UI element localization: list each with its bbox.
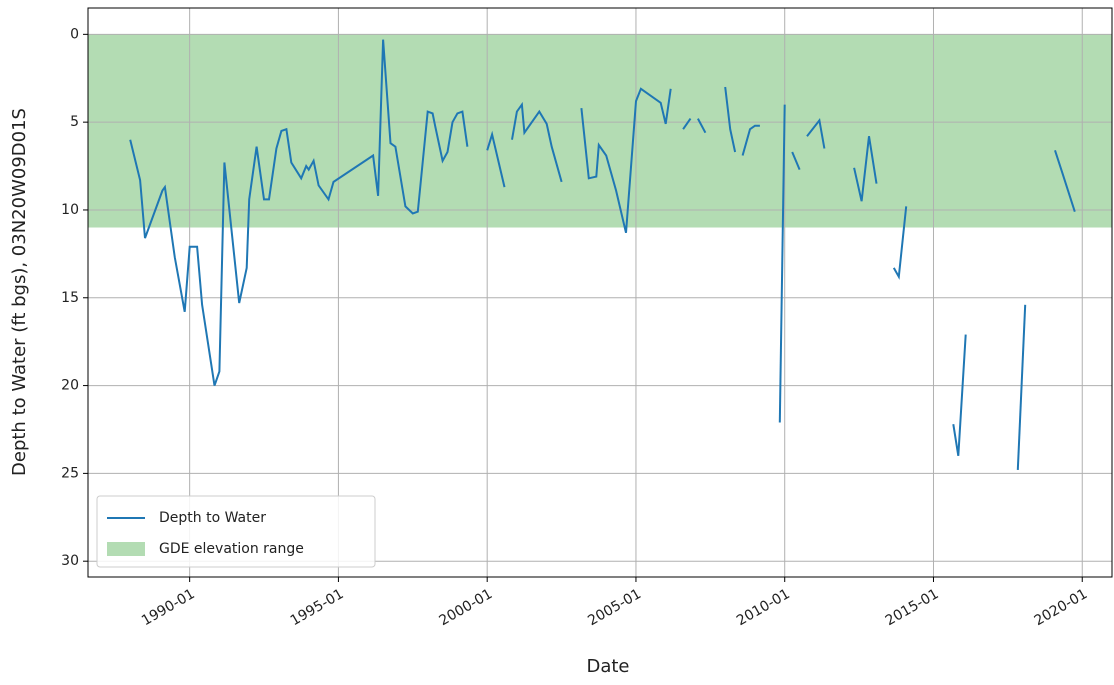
y-tick-label: 20 — [61, 378, 79, 394]
x-tick-label: 2005-01 — [585, 586, 644, 629]
x-tick-label: 2015-01 — [883, 586, 942, 629]
data-line — [741, 124, 760, 156]
y-tick-label: 15 — [61, 290, 79, 306]
x-tick-label: 1995-01 — [288, 586, 347, 629]
legend: Depth to Water GDE elevation range — [96, 495, 376, 568]
legend-patch — [107, 542, 145, 556]
data-line — [1054, 149, 1076, 213]
y-tick-label: 10 — [61, 202, 79, 218]
data-line — [724, 86, 737, 153]
data-line — [697, 118, 707, 134]
data-line — [511, 101, 563, 183]
data-line — [791, 151, 801, 170]
x-axis-label: Date — [586, 656, 629, 677]
y-tick-label: 5 — [70, 114, 79, 130]
x-tick-label: 2020-01 — [1032, 586, 1091, 629]
legend-box — [96, 495, 376, 568]
data-line — [580, 87, 672, 234]
data-line — [892, 206, 908, 280]
band — [88, 34, 1112, 228]
data-line — [682, 118, 692, 130]
x-tick-label: 1990-01 — [139, 586, 198, 629]
legend-label: GDE elevation range — [159, 541, 304, 557]
y-tick-label: 30 — [61, 553, 79, 569]
x-tick-label: 2010-01 — [734, 586, 793, 629]
y-axis-label: Depth to Water (ft bgs), 03N20W09D01S — [9, 108, 30, 476]
x-tick-label: 2000-01 — [437, 586, 496, 629]
plot-frame — [87, 7, 1113, 578]
legend-label: Depth to Water — [159, 510, 266, 526]
data-line — [486, 130, 506, 188]
data-line — [853, 136, 878, 202]
data-line — [806, 118, 826, 149]
data-line — [952, 334, 967, 456]
data-line — [1016, 304, 1027, 470]
y-tick-label: 25 — [61, 465, 79, 481]
data-line — [129, 39, 469, 386]
data-line — [778, 104, 786, 423]
y-tick-label: 0 — [70, 26, 79, 42]
